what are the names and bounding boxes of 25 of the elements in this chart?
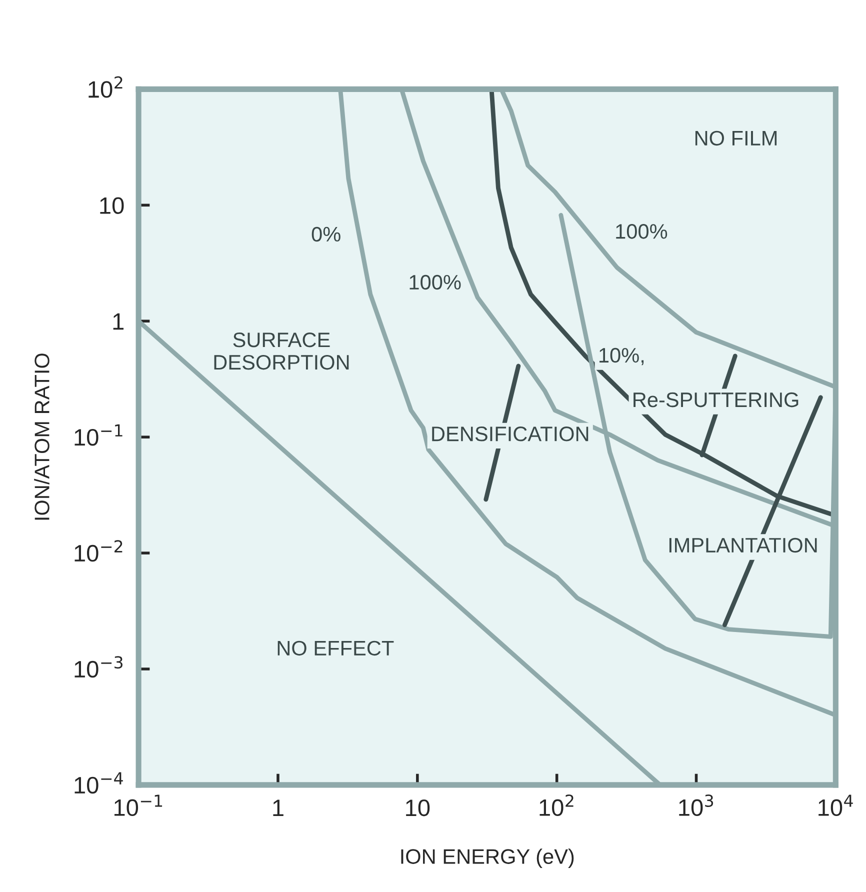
y-axis-title: ION/ATOM RATIO: [34, 354, 50, 520]
x-tick-label: 10$^{4}$: [818, 794, 853, 816]
y-tick-label: 10$^{2}$: [88, 76, 122, 98]
annotation: SURFACE DESORPTION: [214, 332, 349, 370]
x-axis-title: ION ENERGY (eV): [401, 848, 574, 868]
annotation: NO FILM: [695, 130, 777, 146]
y-tick-label: 10$^{−2}$: [74, 540, 122, 562]
annotation: Re-SPUTTERING: [634, 392, 798, 408]
annotation: NO EFFECT: [278, 640, 394, 656]
annotation: 10%,: [600, 348, 644, 366]
x-tick-label: 1: [273, 800, 284, 816]
x-tick-label: 10$^{2}$: [540, 794, 574, 816]
y-tick-label: 10$^{−3}$: [74, 656, 122, 678]
annotation: 100%: [410, 274, 461, 290]
y-tick-label: 10: [100, 197, 124, 214]
x-tick-label: 10: [406, 799, 430, 816]
y-tick-label: 10$^{−1}$: [74, 424, 122, 446]
y-tick-label: 1: [113, 313, 124, 330]
annotation: DENSIFICATION: [432, 426, 588, 442]
annotation: IMPLANTATION: [669, 538, 817, 553]
x-tick-label: 10$^{−1}$: [114, 794, 162, 816]
annotation: 100%: [616, 224, 668, 239]
annotation: 0%: [312, 226, 340, 242]
x-tick-label: 10$^{3}$: [679, 794, 714, 816]
y-tick-label: 10$^{−4}$: [74, 772, 123, 794]
